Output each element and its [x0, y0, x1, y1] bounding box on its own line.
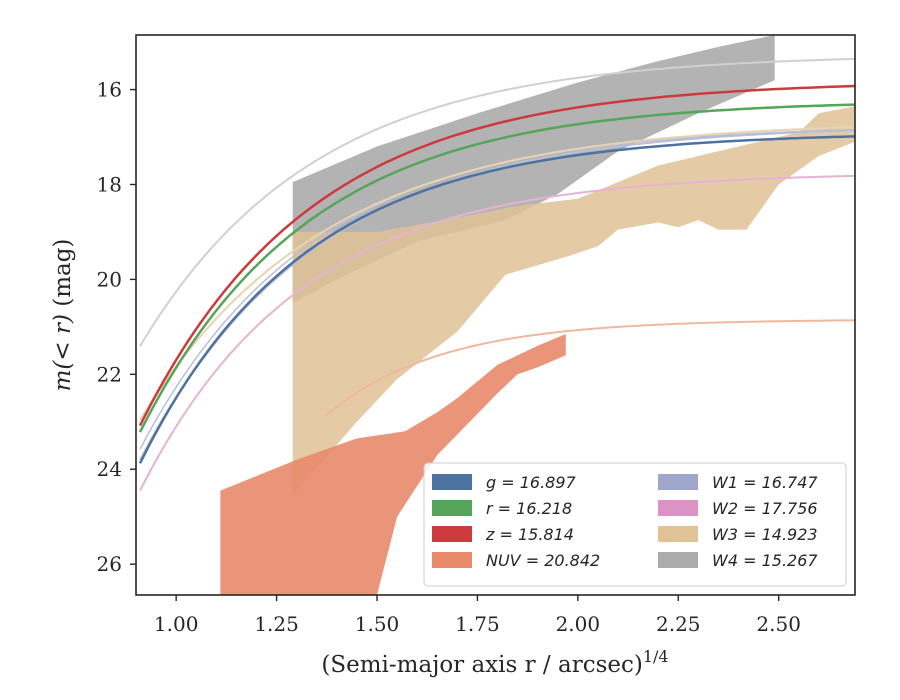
legend-swatch [658, 526, 698, 542]
legend-entry-r: r = 16.218 [432, 499, 572, 518]
legend-swatch [658, 474, 698, 490]
curve-w4-model [139, 57, 855, 347]
y-tick-label: 20 [97, 267, 122, 291]
plot-frame [135, 34, 856, 596]
x-axis-title: (Semi-major axis r / arcsec)1/4 [321, 647, 668, 678]
y-tick-label: 22 [97, 362, 122, 386]
x-axis-title-exponent: 1/4 [643, 647, 669, 666]
band-w3 [292, 106, 855, 496]
legend-swatch [658, 500, 698, 516]
x-tick-label: 1.75 [455, 612, 500, 636]
x-tick-label: 1.25 [254, 612, 299, 636]
legend-entry-w4: W4 = 15.267 [658, 551, 818, 570]
legend-swatch [432, 474, 472, 490]
legend-entries: g = 16.897 r = 16.218 z = 15.814 NUV = 20.8… [432, 473, 818, 570]
y-tick-label: 18 [97, 172, 122, 196]
legend-box [423, 462, 847, 587]
legend-label: W1 = 16.747 [712, 473, 818, 492]
legend-swatch [432, 552, 472, 568]
x-tick-label: 2.00 [556, 612, 601, 636]
y-tick-label: 24 [97, 457, 122, 481]
y-tick-label: 26 [97, 552, 122, 576]
curve-g-model [138, 135, 855, 464]
legend-label: g = 16.897 [486, 473, 577, 492]
legend-entry-w2: W2 = 17.756 [658, 499, 818, 518]
curve-w3-model [139, 126, 855, 421]
y-axis-title: m(< r) (mag) [50, 239, 76, 392]
y-tick-label: 16 [97, 78, 122, 102]
legend-label: r = 16.218 [486, 499, 572, 518]
curve-r-model [138, 103, 855, 433]
legend-entry-w3: W3 = 14.923 [658, 525, 818, 544]
legend-swatch [432, 500, 472, 516]
x-tick-label: 1.00 [154, 612, 199, 636]
legend-entry-g: g = 16.897 [432, 473, 577, 492]
y-axis-title-quantity: m(< r) [50, 314, 76, 391]
x-axis-ticks: 1.00 1.25 1.50 1.75 2.00 2.25 2.50 [154, 595, 801, 636]
shaded-bands [220, 35, 855, 595]
legend-entry-z: z = 15.814 [432, 525, 574, 544]
legend-swatch [658, 552, 698, 568]
x-tick-label: 2.50 [756, 612, 801, 636]
curve-z-model [138, 84, 855, 427]
y-axis-title-unit: (mag) [50, 239, 76, 315]
legend-label: W2 = 17.756 [712, 499, 818, 518]
x-tick-label: 2.25 [656, 612, 701, 636]
legend-swatch [432, 526, 472, 542]
legend-label: NUV = 20.842 [486, 551, 600, 570]
x-axis-title-main: (Semi-major axis r / arcsec) [321, 652, 642, 678]
x-tick-label: 1.50 [355, 612, 400, 636]
curve-w1-model [139, 129, 855, 461]
legend-label: z = 15.814 [485, 525, 574, 544]
legend-entry-w1: W1 = 16.747 [658, 473, 818, 492]
band-nuv [220, 334, 566, 595]
model-curves [138, 57, 855, 492]
y-axis-ticks: 16 18 20 22 24 26 [97, 78, 136, 576]
legend-label: W4 = 15.267 [712, 551, 818, 570]
legend-entry-nuv: NUV = 20.842 [432, 551, 600, 570]
legend-label: W3 = 14.923 [712, 525, 818, 544]
curve-nuv-model [324, 319, 855, 418]
curve-w2-model [139, 174, 855, 492]
legend: g = 16.897 r = 16.218 z = 15.814 NUV = 20.8… [423, 462, 847, 587]
